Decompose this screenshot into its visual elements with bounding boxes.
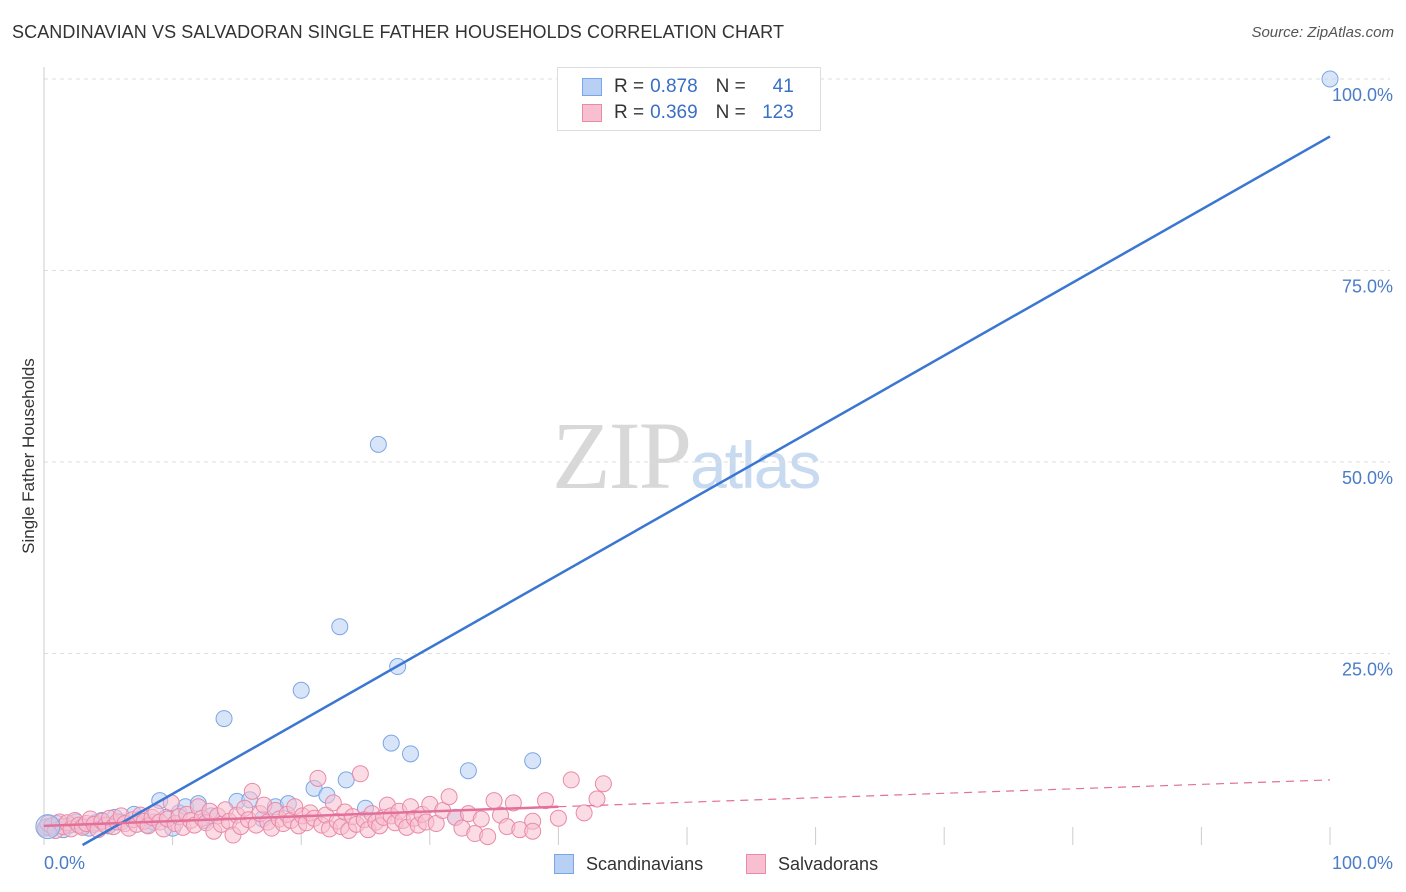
- watermark-atlas: atlas: [690, 428, 821, 502]
- legend-n-label: N =: [715, 76, 746, 97]
- legend-r-label: R =: [614, 76, 645, 97]
- data-point-salvadorans: [485, 792, 503, 810]
- data-point-salvadorans: [472, 810, 490, 828]
- y-tick-label: 75.0%: [1342, 277, 1393, 297]
- data-point-salvadorans: [504, 794, 522, 812]
- data-point-salvadorans: [575, 804, 593, 822]
- data-point-scandinavians: [1321, 70, 1339, 88]
- bottom-legend-swatch-scandinavians: [554, 854, 574, 874]
- data-point-salvadorans: [324, 794, 342, 812]
- y-axis-label: Single Father Households: [19, 358, 38, 554]
- chart-title: SCANDINAVIAN VS SALVADORAN SINGLE FATHER…: [12, 22, 785, 42]
- trend-lines: [43, 135, 1331, 847]
- data-point-salvadorans: [588, 790, 606, 808]
- legend-r-value: 0.878: [650, 76, 698, 97]
- axes: [43, 67, 1331, 845]
- data-point-scandinavians: [524, 752, 542, 770]
- legend-r-value: 0.369: [650, 102, 698, 123]
- grid-lines: [44, 78, 1390, 654]
- data-point-scandinavians: [382, 734, 400, 752]
- data-point-scandinavians: [369, 435, 387, 453]
- bottom-legend-label-salvadorans: Salvadorans: [778, 853, 879, 874]
- data-points: [35, 70, 1339, 846]
- tick-labels: 25.0% 50.0% 75.0% 100.0% 0.0% 100.0%: [44, 85, 1393, 873]
- trend-line-scandinavians: [81, 135, 1331, 847]
- trend-line-extended-salvadorans: [558, 779, 1331, 808]
- x-tick-label: 100.0%: [1332, 853, 1393, 873]
- data-point-salvadorans: [524, 822, 542, 840]
- legend: R = 0.878 N = 41 R = 0.369 N = 123: [557, 67, 821, 131]
- data-point-salvadorans: [309, 769, 327, 787]
- data-point-scandinavians: [215, 710, 233, 728]
- y-tick-label: 50.0%: [1342, 468, 1393, 488]
- watermark-zip: ZIP: [552, 402, 692, 509]
- data-point-salvadorans: [243, 782, 261, 800]
- bottom-legend-scandinavians: Scandinavians: [554, 852, 703, 876]
- watermark: ZIPatlas: [552, 400, 821, 511]
- bottom-legend-salvadorans: Salvadorans: [746, 852, 878, 876]
- data-point-scandinavians: [331, 618, 349, 636]
- y-tick-label: 100.0%: [1332, 85, 1393, 105]
- data-point-scandinavians: [402, 745, 420, 763]
- data-point-salvadorans: [562, 771, 580, 789]
- data-point-salvadorans: [549, 809, 567, 827]
- data-point-salvadorans: [537, 792, 555, 810]
- x-tick-label: 0.0%: [44, 853, 85, 873]
- legend-n-label: N =: [715, 102, 746, 123]
- data-point-scandinavians: [292, 681, 310, 699]
- bottom-legend-swatch-salvadorans: [746, 854, 766, 874]
- legend-swatch-salvadorans: [582, 104, 602, 122]
- y-tick-label: 25.0%: [1342, 660, 1393, 680]
- data-point-salvadorans: [351, 765, 369, 783]
- legend-n-value: 123: [762, 102, 794, 123]
- legend-row-salvadorans: R = 0.369 N = 123: [582, 101, 794, 125]
- legend-row-scandinavians: R = 0.878 N = 41: [582, 75, 794, 99]
- legend-n-value: 41: [772, 76, 794, 97]
- bottom-legend-label-scandinavians: Scandinavians: [586, 853, 704, 874]
- data-point-salvadorans: [479, 828, 497, 846]
- legend-swatch-scandinavians: [582, 78, 602, 96]
- trend-line-salvadorans: [43, 805, 559, 828]
- data-point-salvadorans: [440, 788, 458, 806]
- data-point-salvadorans: [594, 775, 612, 793]
- data-point-scandinavians: [459, 762, 477, 780]
- data-point-scandinavians: [337, 771, 355, 789]
- legend-r-label: R =: [614, 102, 645, 123]
- source-label: Source: ZipAtlas.com: [1251, 24, 1394, 41]
